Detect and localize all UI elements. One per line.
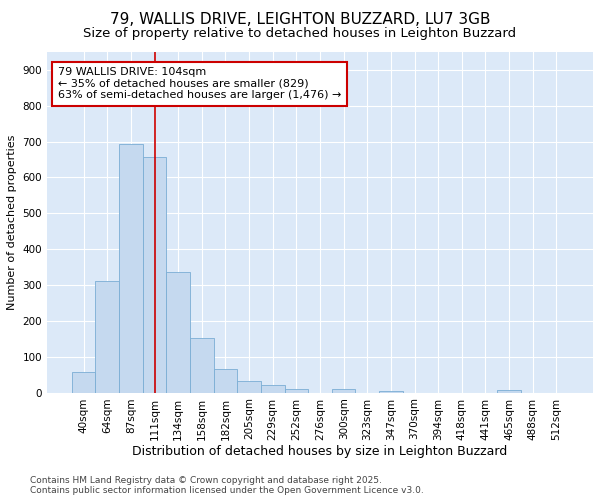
Bar (143, 157, 166, 392)
Bar (214, 369, 237, 392)
Text: Contains HM Land Registry data © Crown copyright and database right 2025.
Contai: Contains HM Land Registry data © Crown c… (30, 476, 424, 495)
Text: 79, WALLIS DRIVE, LEIGHTON BUZZARD, LU7 3GB: 79, WALLIS DRIVE, LEIGHTON BUZZARD, LU7 … (110, 12, 490, 28)
Bar (190, 338, 214, 392)
Bar (284, 388, 308, 392)
Bar (379, 390, 403, 392)
Y-axis label: Number of detached properties: Number of detached properties (7, 134, 17, 310)
Text: 79 WALLIS DRIVE: 104sqm
← 35% of detached houses are smaller (829)
63% of semi-d: 79 WALLIS DRIVE: 104sqm ← 35% of detache… (58, 68, 341, 100)
X-axis label: Distribution of detached houses by size in Leighton Buzzard: Distribution of detached houses by size … (133, 445, 508, 458)
Bar (237, 381, 261, 392)
Bar (261, 386, 284, 392)
Bar (166, 272, 190, 392)
Bar (72, 372, 95, 392)
Bar (332, 390, 355, 392)
Bar (119, 144, 143, 392)
Bar (497, 390, 521, 392)
Text: Size of property relative to detached houses in Leighton Buzzard: Size of property relative to detached ho… (83, 28, 517, 40)
Bar (95, 280, 119, 392)
